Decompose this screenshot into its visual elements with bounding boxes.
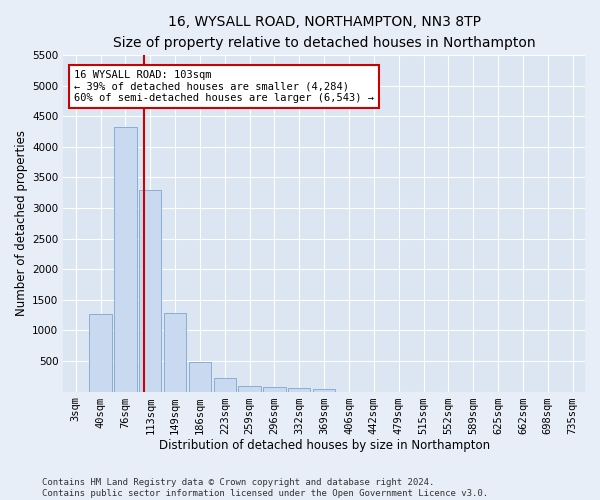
Bar — [313, 388, 335, 392]
Bar — [214, 378, 236, 392]
Text: 16 WYSALL ROAD: 103sqm
← 39% of detached houses are smaller (4,284)
60% of semi-: 16 WYSALL ROAD: 103sqm ← 39% of detached… — [74, 70, 374, 103]
Bar — [139, 190, 161, 392]
Y-axis label: Number of detached properties: Number of detached properties — [15, 130, 28, 316]
Bar — [89, 314, 112, 392]
Bar — [263, 388, 286, 392]
Bar — [164, 313, 186, 392]
Bar — [238, 386, 261, 392]
Bar — [288, 388, 310, 392]
Title: 16, WYSALL ROAD, NORTHAMPTON, NN3 8TP
Size of property relative to detached hous: 16, WYSALL ROAD, NORTHAMPTON, NN3 8TP Si… — [113, 15, 535, 50]
X-axis label: Distribution of detached houses by size in Northampton: Distribution of detached houses by size … — [158, 440, 490, 452]
Text: Contains HM Land Registry data © Crown copyright and database right 2024.
Contai: Contains HM Land Registry data © Crown c… — [42, 478, 488, 498]
Bar — [189, 362, 211, 392]
Bar — [114, 126, 137, 392]
